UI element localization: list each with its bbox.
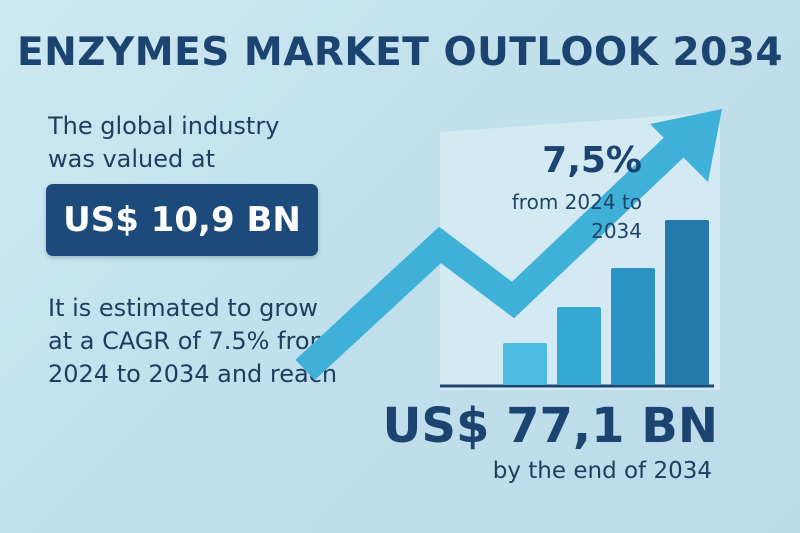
end-value: US$ 77,1 BN [382, 398, 718, 454]
bar-chart-icon [503, 220, 709, 385]
page-title: ENZYMES MARKET OUTLOOK 2034 [16, 30, 784, 75]
bar-2 [557, 307, 601, 385]
bar-4 [665, 220, 709, 385]
start-value: US$ 10,9 BN [63, 200, 301, 240]
bar-1 [503, 343, 547, 385]
growth-text: It is estimated to grow at a CAGR of 7.5… [48, 294, 338, 388]
arrow-shaft [295, 123, 698, 381]
cagr-period: from 2024 to 2034 [511, 190, 642, 243]
intro-text: The global industry was valued at [48, 112, 280, 173]
start-value-badge: US$ 10,9 BN [46, 184, 318, 256]
cagr-value: 7,5% [542, 140, 642, 181]
trend-arrow-icon [295, 109, 722, 381]
bar-3 [611, 268, 655, 385]
end-caption: by the end of 2034 [492, 458, 712, 484]
arrow-head [650, 109, 722, 182]
